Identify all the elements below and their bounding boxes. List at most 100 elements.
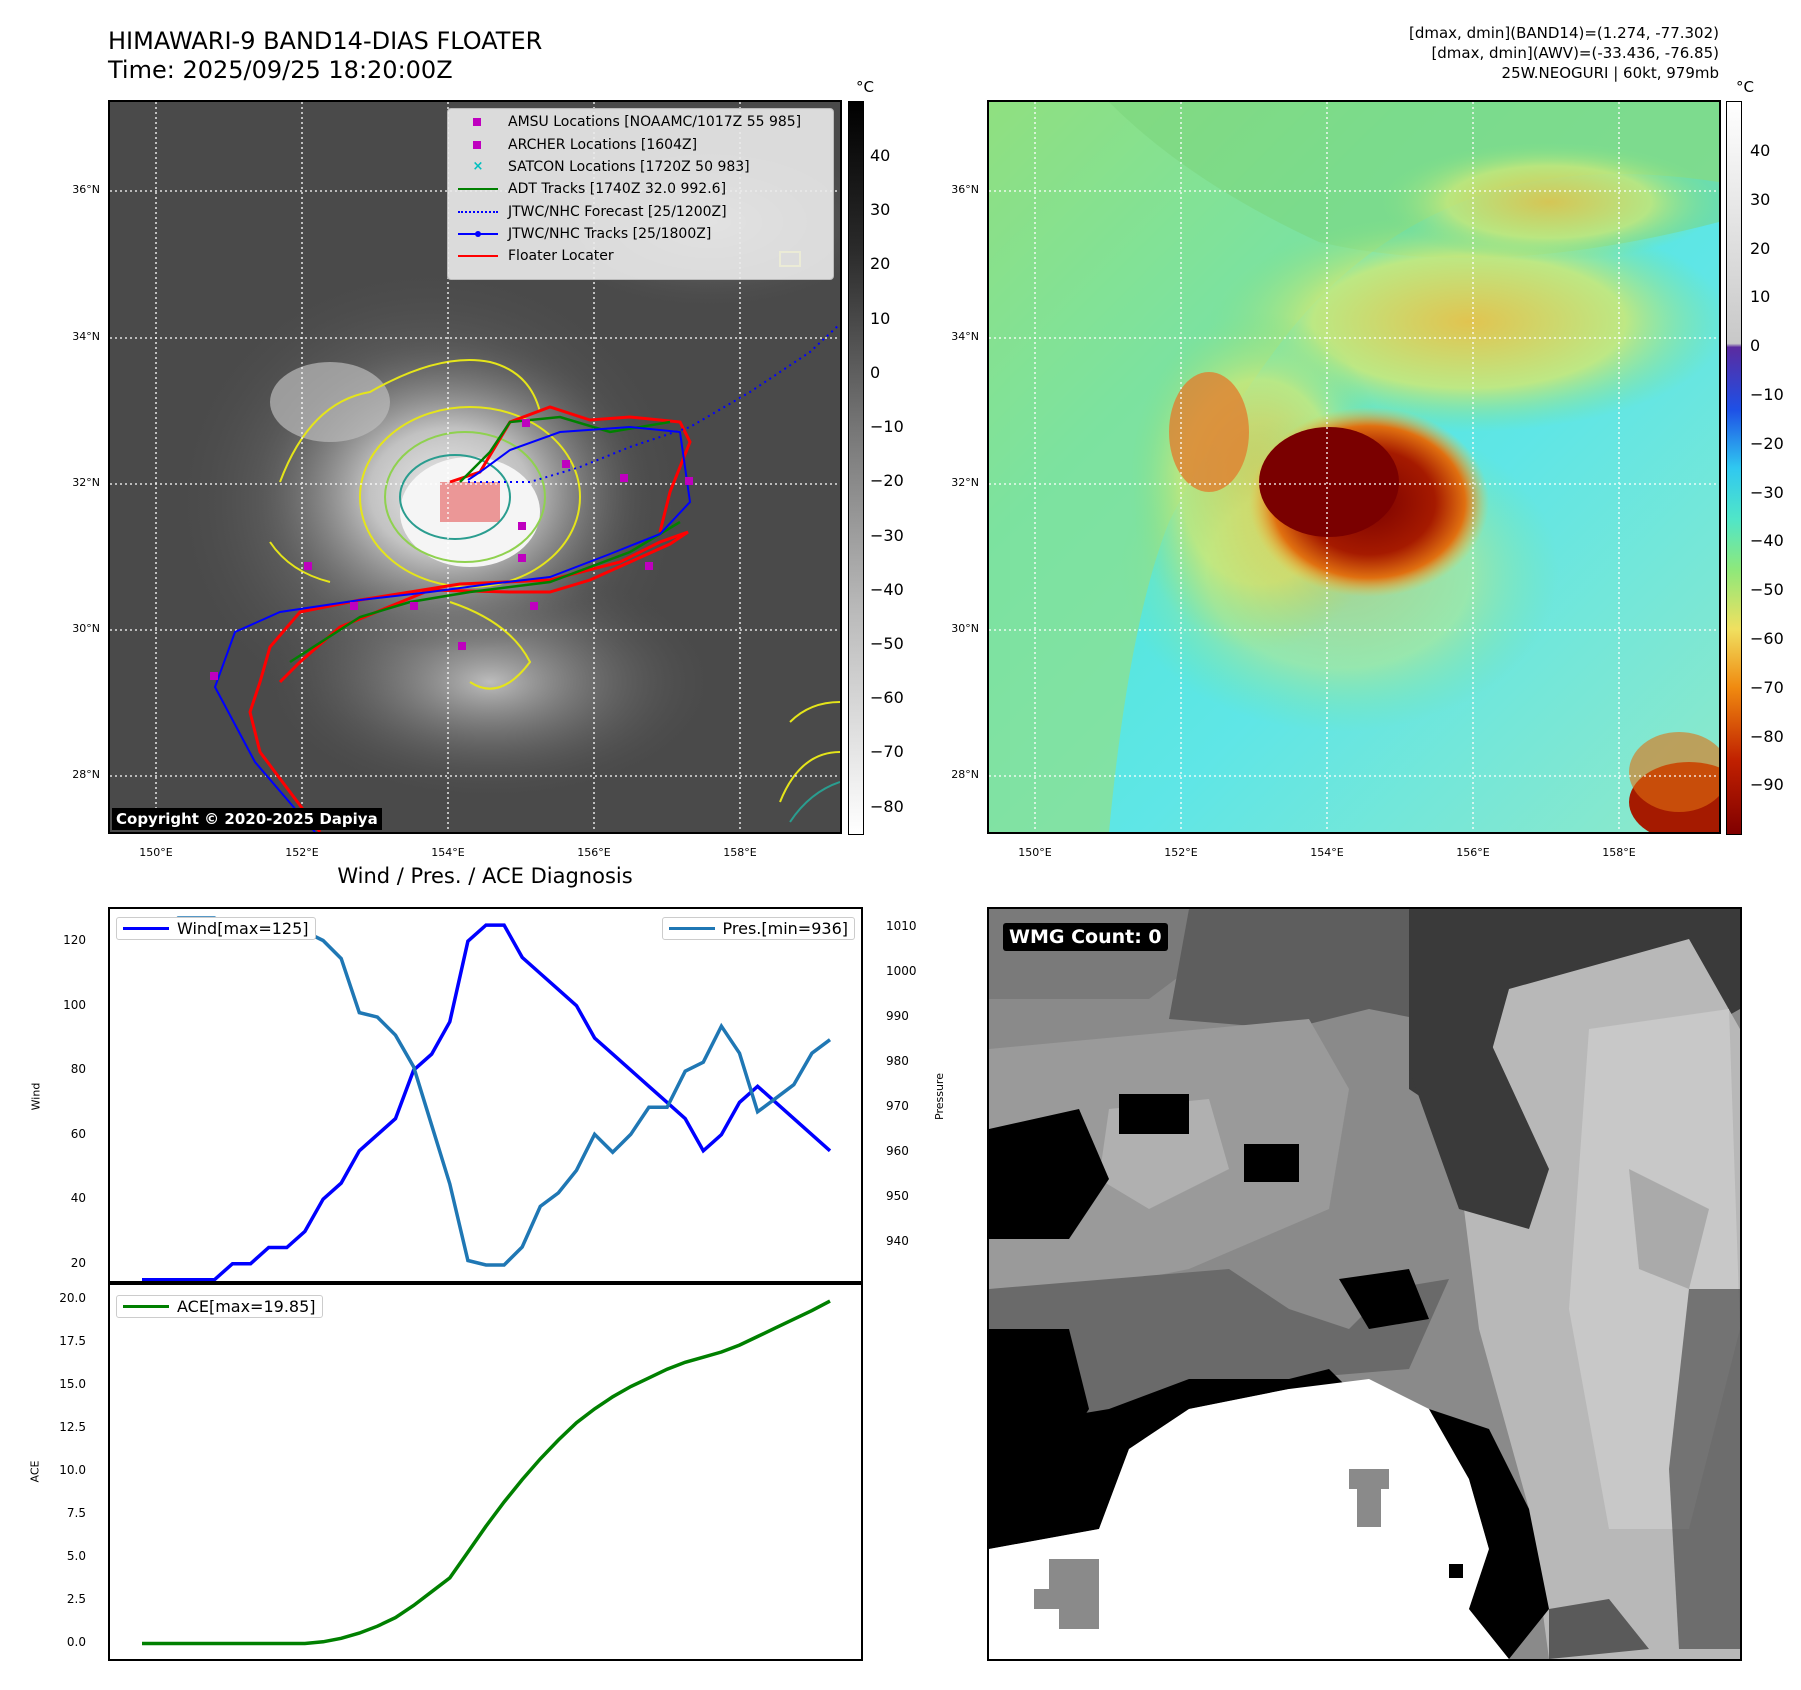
- cbar1-tick: −30: [870, 526, 904, 545]
- copyright-label: Copyright © 2020-2025 Dapiya: [112, 808, 382, 830]
- colorbar2: [1726, 101, 1742, 835]
- awv-map-svg: [989, 102, 1719, 832]
- colorbar2-unit: °C: [1736, 78, 1754, 96]
- cbar1-tick: 20: [870, 254, 891, 273]
- cbar1-tick: −20: [870, 471, 904, 490]
- cbar2-tick: −30: [1750, 483, 1784, 502]
- cbar1-tick: 0: [870, 363, 881, 382]
- cbar2-tick: −10: [1750, 385, 1784, 404]
- lon-label: 154°E: [431, 846, 465, 859]
- lat-label: 34°N: [951, 330, 979, 343]
- legend-item-adt: ADT Tracks [1740Z 32.0 992.6]: [458, 179, 726, 199]
- cbar1-tick: −50: [870, 634, 904, 653]
- cbar2-tick: −50: [1750, 580, 1784, 599]
- cbar2-tick: 40: [1750, 141, 1771, 160]
- lon-label: 158°E: [723, 846, 757, 859]
- map-legend: AMSU Locations [NOAAMC/1017Z 55 985] ARC…: [447, 108, 834, 280]
- ace-tick-label: 17.5: [59, 1333, 86, 1348]
- wind-series-line: [142, 923, 832, 1282]
- ace-plot: [142, 1299, 831, 1646]
- cbar2-tick: −60: [1750, 629, 1784, 648]
- wind-pressure-plot: [142, 916, 832, 1282]
- cbar1-tick: −60: [870, 688, 904, 707]
- cbar2-tick: −90: [1750, 775, 1784, 794]
- cbar1-tick: 30: [870, 200, 891, 219]
- lon-label: 156°E: [1456, 846, 1490, 859]
- cbar2-tick: 0: [1750, 336, 1761, 355]
- lat-label: 30°N: [951, 622, 979, 635]
- ace-legend: ACE[max=19.85]: [116, 1295, 323, 1318]
- diagnosis-title: Wind / Pres. / ACE Diagnosis: [337, 864, 633, 888]
- wind-tick-label: 20: [70, 1255, 86, 1270]
- lat-label: 32°N: [951, 476, 979, 489]
- info-line-2: [dmax, dmin](AWV)=(-33.436, -76.85): [1431, 44, 1719, 62]
- cbar2-tick: −70: [1750, 678, 1784, 697]
- legend-item-satcon: × SATCON Locations [1720Z 50 983]: [472, 159, 750, 175]
- ace-tick-label: 12.5: [59, 1419, 86, 1434]
- wmg-image: [989, 909, 1740, 1659]
- wmg-count-label: WMG Count: 0: [1003, 923, 1168, 951]
- cbar2-tick: 30: [1750, 190, 1771, 209]
- info-line-3: 25W.NEOGURI | 60kt, 979mb: [1501, 64, 1719, 82]
- ace-tick-label: 5.0: [66, 1549, 86, 1564]
- ace-tick-label: 10.0: [59, 1463, 86, 1477]
- legend-item-jtwc-tracks: JTWC/NHC Tracks [25/1800Z]: [458, 224, 711, 244]
- cbar1-tick: 40: [870, 146, 891, 165]
- cbar1-tick: −40: [870, 580, 904, 599]
- cbar1-tick: −80: [870, 797, 904, 816]
- wind-tick-label: 60: [70, 1126, 86, 1141]
- cbar2-tick: −80: [1750, 727, 1784, 746]
- lon-label: 158°E: [1602, 846, 1636, 859]
- cbar1-tick: −70: [870, 742, 904, 761]
- title-line-2: Time: 2025/09/25 18:20:00Z: [108, 56, 453, 84]
- legend-item-floater: Floater Locater: [458, 246, 614, 266]
- legend-item-forecast: JTWC/NHC Forecast [25/1200Z]: [458, 202, 727, 222]
- cbar2-tick: −20: [1750, 434, 1784, 453]
- pressure-tick-label: 950: [886, 1189, 909, 1204]
- wind-tick-label: 120: [63, 933, 86, 948]
- pressure-tick-label: 980: [886, 1054, 909, 1069]
- lat-label: 28°N: [72, 768, 100, 781]
- wind-tick-label: 40: [70, 1191, 86, 1206]
- colorbar1-unit: °C: [856, 78, 874, 96]
- pressure-tick-label: 960: [886, 1144, 909, 1159]
- lon-label: 150°E: [139, 846, 173, 859]
- lat-label: 30°N: [72, 622, 100, 635]
- pressure-tick-label: 1010: [886, 919, 917, 934]
- cbar2-tick: −40: [1750, 531, 1784, 550]
- awv-map-panel: [987, 100, 1721, 834]
- ace-tick-label: 20.0: [59, 1290, 86, 1305]
- pressure-legend: Pres.[min=936]: [661, 917, 855, 940]
- wind-tick-label: 80: [70, 1062, 86, 1077]
- legend-item-archer: ARCHER Locations [1604Z]: [458, 135, 697, 155]
- ace-tick-label: 2.5: [66, 1592, 86, 1607]
- lon-label: 154°E: [1310, 846, 1344, 859]
- pressure-series-line: [142, 916, 832, 1267]
- lat-label: 32°N: [72, 476, 100, 489]
- ace-tick-label: 7.5: [66, 1506, 86, 1521]
- wind-pressure-axes: Wind[max=125] Pres.[min=936]: [108, 907, 863, 1285]
- ir-map-panel: AMSU Locations [NOAAMC/1017Z 55 985] ARC…: [108, 100, 842, 834]
- lon-label: 150°E: [1018, 846, 1052, 859]
- pressure-tick-label: 1000: [886, 964, 917, 979]
- lon-label: 156°E: [577, 846, 611, 859]
- cbar2-tick: 10: [1750, 287, 1771, 306]
- ace-axes: ACE[max=19.85]: [108, 1281, 863, 1661]
- ace-tick-label: 0.0: [66, 1635, 86, 1650]
- lat-label: 36°N: [72, 183, 100, 196]
- pressure-tick-label: 990: [886, 1009, 909, 1024]
- pressure-tick-label: 940: [886, 1234, 909, 1249]
- legend-item-amsu: AMSU Locations [NOAAMC/1017Z 55 985]: [458, 112, 801, 132]
- wmg-panel: WMG Count: 0: [987, 907, 1742, 1661]
- cbar2-tick: 20: [1750, 239, 1771, 258]
- lat-label: 34°N: [72, 330, 100, 343]
- colorbar1: [848, 101, 864, 835]
- ace-series-line: [142, 1299, 831, 1646]
- wind-legend: Wind[max=125]: [116, 917, 316, 940]
- wind-axis-label: Wind: [29, 1082, 43, 1111]
- lon-label: 152°E: [285, 846, 319, 859]
- pressure-tick-label: 970: [886, 1099, 909, 1114]
- title-line-1: HIMAWARI-9 BAND14-DIAS FLOATER: [108, 27, 543, 55]
- ace-tick-label: 15.0: [59, 1376, 86, 1391]
- cbar1-tick: −10: [870, 417, 904, 436]
